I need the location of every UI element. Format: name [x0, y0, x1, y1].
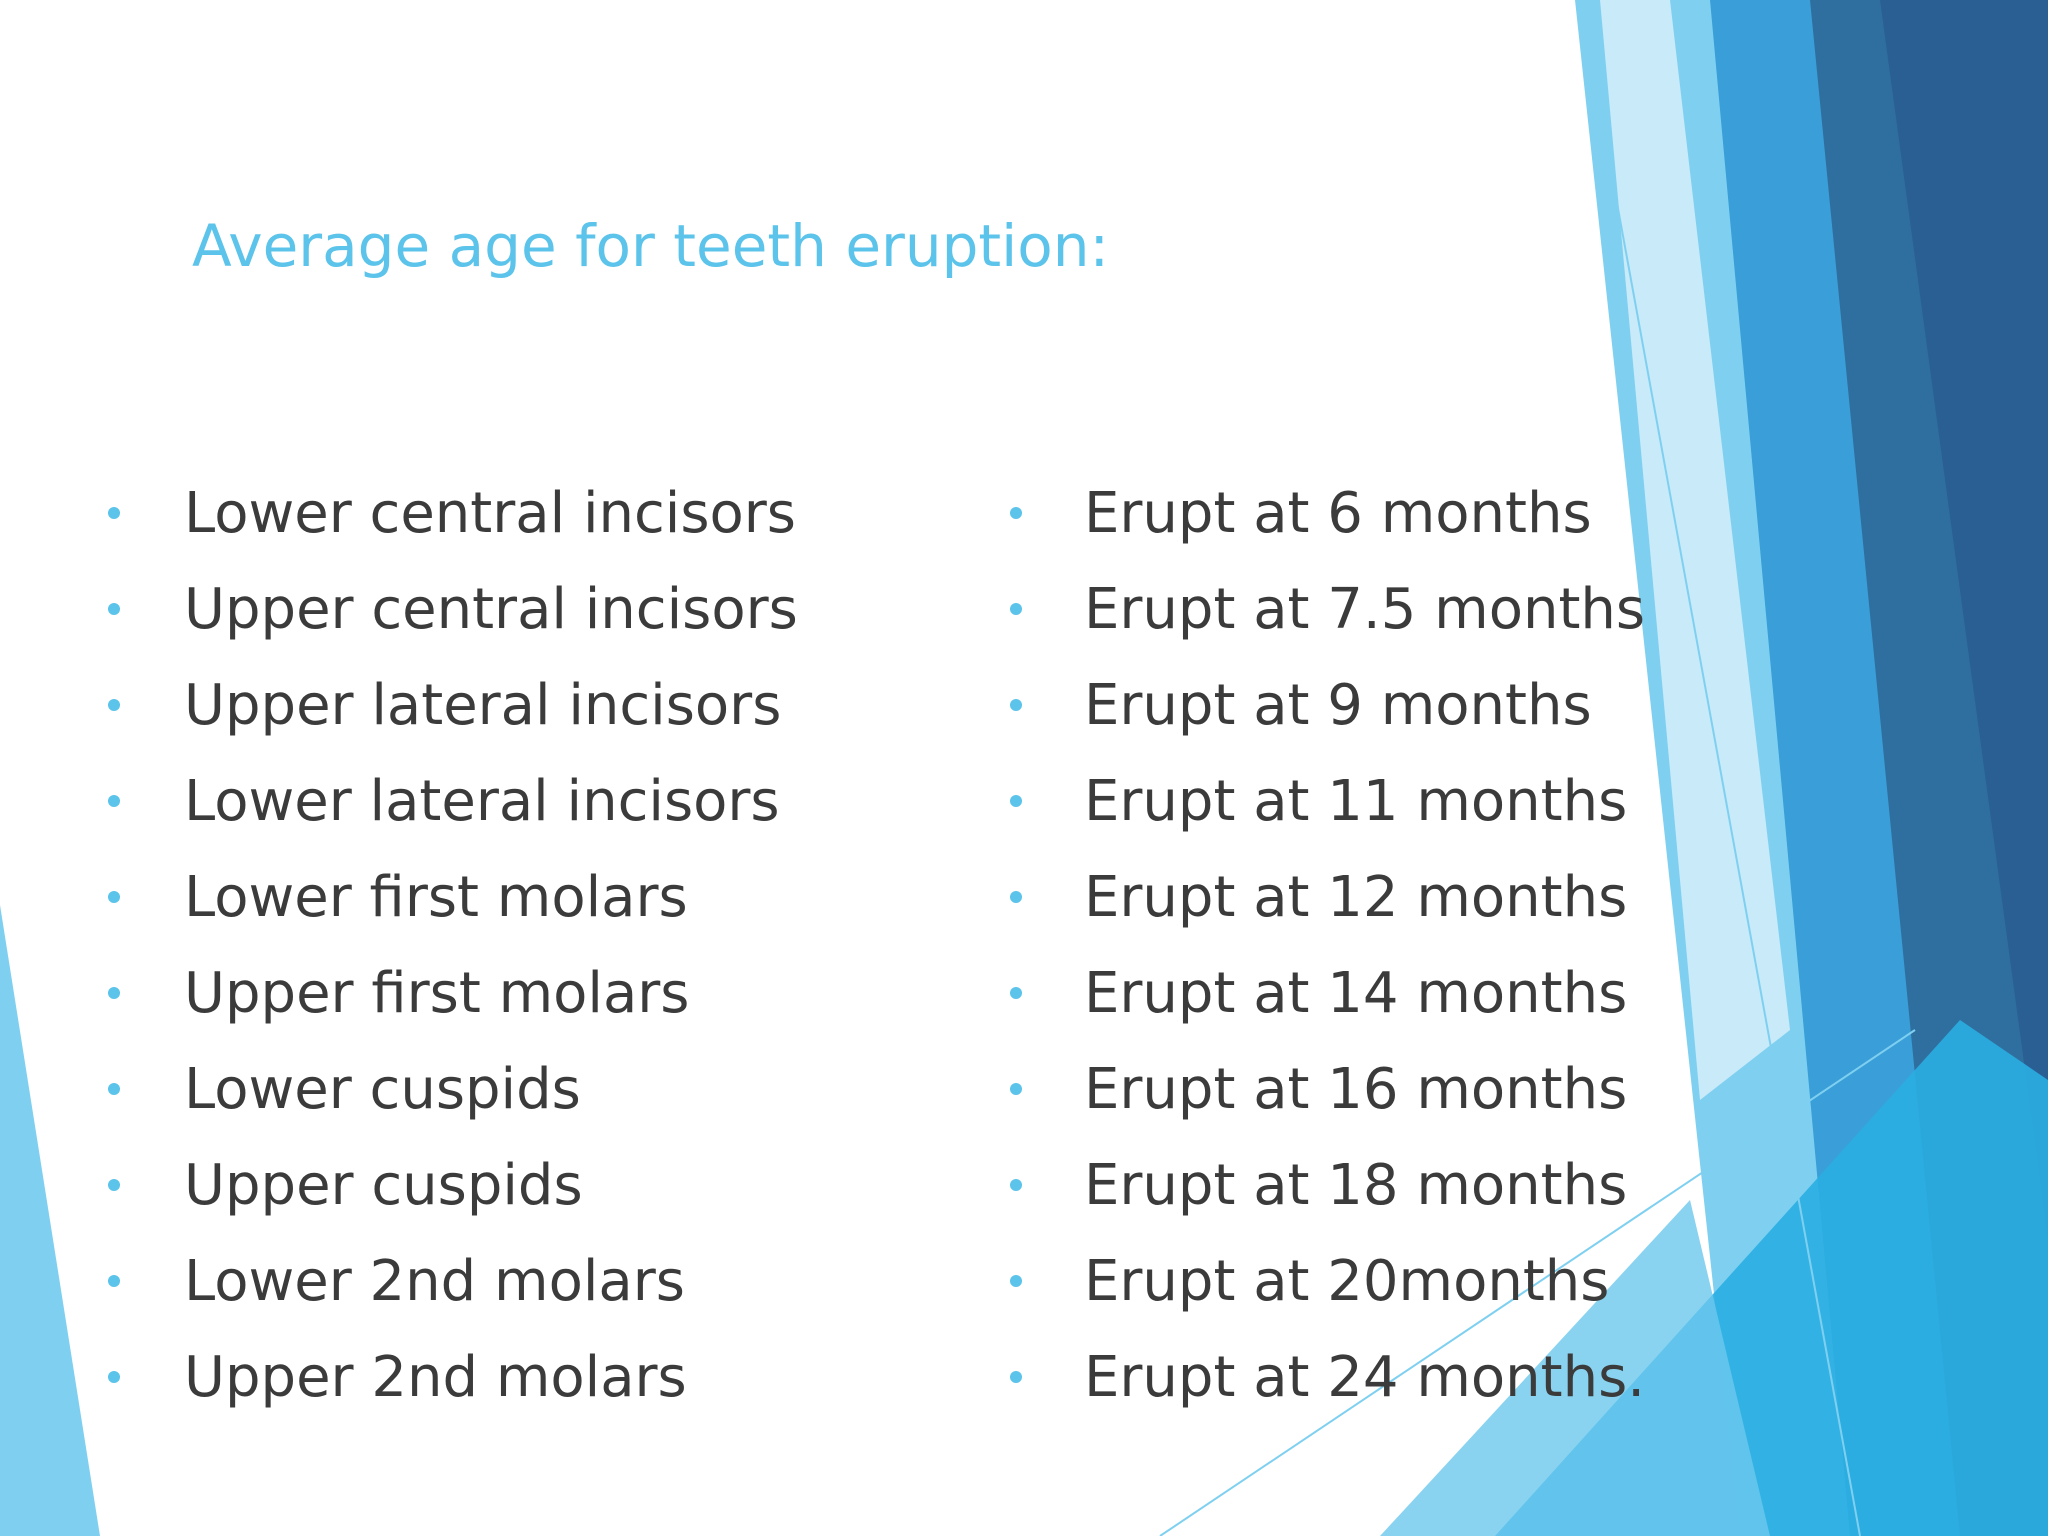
tooth-name: Upper lateral incisors [184, 672, 782, 738]
list-item: Lower lateral incisors [108, 753, 798, 849]
list-item: Upper first molars [108, 945, 798, 1041]
bullet-icon [108, 507, 120, 519]
bullet-icon [1010, 987, 1022, 999]
eruption-age: Erupt at 12 months [1084, 864, 1628, 930]
bullet-icon [1010, 795, 1022, 807]
left-edge-shape [0, 905, 100, 1536]
bullet-icon [108, 699, 120, 711]
list-item: Lower central incisors [108, 465, 798, 561]
bottom-light-triangle [1380, 1200, 1770, 1536]
tooth-name: Lower central incisors [184, 480, 796, 546]
bullet-icon [108, 1083, 120, 1095]
teeth-list: Lower central incisors Upper central inc… [108, 465, 798, 1425]
eruption-age: Erupt at 7.5 months [1084, 576, 1646, 642]
bullet-icon [1010, 1179, 1022, 1191]
tooth-name: Lower first molars [184, 864, 688, 930]
tooth-name: Upper 2nd molars [184, 1344, 687, 1410]
bullet-icon [108, 1371, 120, 1383]
list-item: Erupt at 24 months. [1010, 1329, 1645, 1425]
list-item: Erupt at 12 months [1010, 849, 1645, 945]
eruption-age: Erupt at 11 months [1084, 768, 1628, 834]
eruption-age-list: Erupt at 6 months Erupt at 7.5 months Er… [1010, 465, 1645, 1425]
list-item: Erupt at 11 months [1010, 753, 1645, 849]
bullet-icon [1010, 1083, 1022, 1095]
list-item: Erupt at 18 months [1010, 1137, 1645, 1233]
bullet-icon [1010, 1371, 1022, 1383]
bullet-icon [108, 795, 120, 807]
bullet-icon [1010, 1275, 1022, 1287]
bullet-icon [1010, 603, 1022, 615]
list-item: Erupt at 6 months [1010, 465, 1645, 561]
list-item: Erupt at 14 months [1010, 945, 1645, 1041]
tooth-name: Lower 2nd molars [184, 1248, 685, 1314]
eruption-age: Erupt at 14 months [1084, 960, 1628, 1026]
list-item: Erupt at 16 months [1010, 1041, 1645, 1137]
bullet-icon [108, 1179, 120, 1191]
list-item: Lower 2nd molars [108, 1233, 798, 1329]
bullet-icon [108, 891, 120, 903]
tooth-name: Lower lateral incisors [184, 768, 780, 834]
bullet-icon [108, 603, 120, 615]
bullet-icon [1010, 699, 1022, 711]
eruption-age: Erupt at 6 months [1084, 480, 1592, 546]
tooth-name: Upper first molars [184, 960, 690, 1026]
list-item: Erupt at 7.5 months [1010, 561, 1645, 657]
list-item: Upper lateral incisors [108, 657, 798, 753]
bullet-icon [1010, 891, 1022, 903]
eruption-age: Erupt at 9 months [1084, 672, 1592, 738]
eruption-age: Erupt at 16 months [1084, 1056, 1628, 1122]
list-item: Upper central incisors [108, 561, 798, 657]
list-item: Upper 2nd molars [108, 1329, 798, 1425]
eruption-age: Erupt at 20months [1084, 1248, 1610, 1314]
bullet-icon [108, 1275, 120, 1287]
right-pale-band [1600, 0, 1790, 1100]
thin-line-vertical [1579, 0, 1861, 1536]
list-item: Erupt at 20months [1010, 1233, 1645, 1329]
bullet-icon [1010, 507, 1022, 519]
right-navy-panel [1880, 0, 2048, 1240]
list-item: Erupt at 9 months [1010, 657, 1645, 753]
bullet-icon [108, 987, 120, 999]
tooth-name: Lower cuspids [184, 1056, 581, 1122]
list-item: Lower cuspids [108, 1041, 798, 1137]
tooth-name: Upper cuspids [184, 1152, 583, 1218]
tooth-name: Upper central incisors [184, 576, 798, 642]
slide-title: Average age for teeth eruption: [192, 212, 1110, 280]
eruption-age: Erupt at 18 months [1084, 1152, 1628, 1218]
thin-line-diagonal [1159, 1029, 1916, 1536]
eruption-age: Erupt at 24 months. [1084, 1344, 1646, 1410]
list-item: Lower first molars [108, 849, 798, 945]
list-item: Upper cuspids [108, 1137, 798, 1233]
